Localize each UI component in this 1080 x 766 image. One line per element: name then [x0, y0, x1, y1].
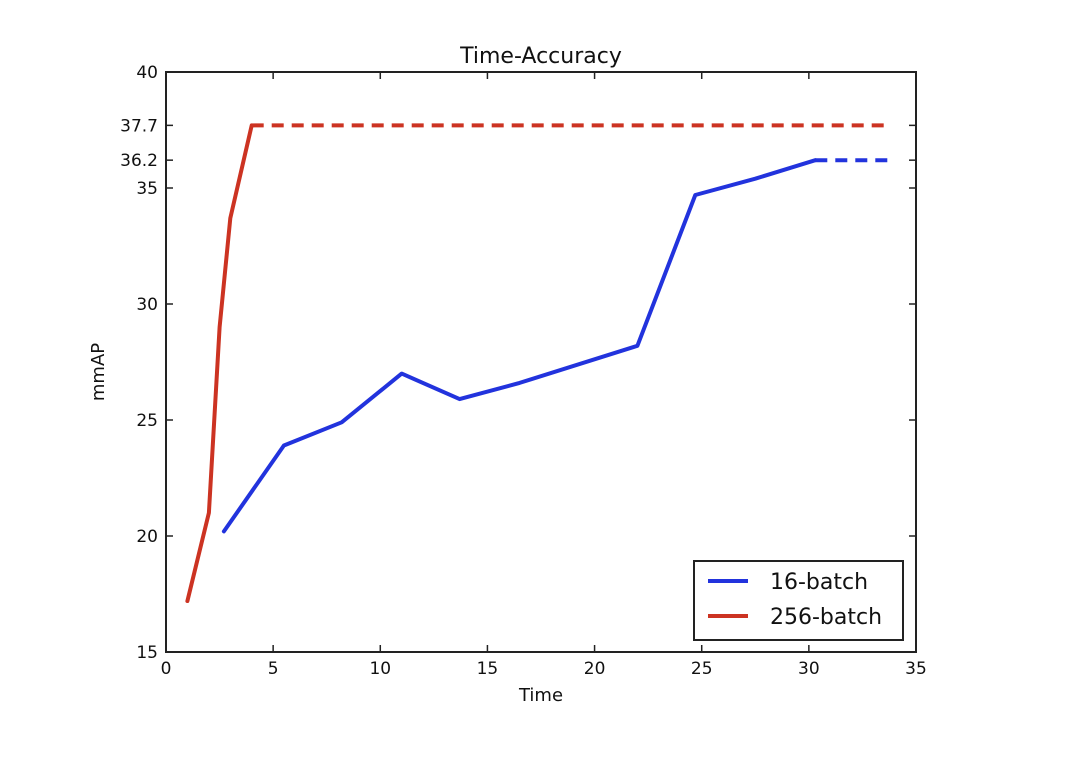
plot-frame — [165, 71, 917, 653]
x-tick-label-15: 15 — [477, 659, 499, 679]
series-line-16-batch — [221, 158, 818, 534]
y-axis-label: mmAP — [88, 343, 109, 401]
legend-label-16-batch: 16-batch — [770, 570, 868, 595]
y-tick-label-35: 35 — [136, 179, 158, 199]
x-axis-label: Time — [518, 685, 563, 706]
legend: 16-batch 256-batch — [693, 560, 904, 641]
axis-ticks: 0 5 10 15 20 25 30 35 15 20 25 30 35 36.2 37.7 40 — [120, 63, 927, 679]
legend-box — [693, 560, 904, 641]
x-tick-label-0: 0 — [161, 659, 172, 679]
chart-title: Time-Accuracy — [459, 44, 622, 69]
x-tick-label-25: 25 — [691, 659, 713, 679]
series-line-256-batch — [185, 123, 254, 603]
x-tick-label-10: 10 — [369, 659, 391, 679]
x-tick-label-30: 30 — [798, 659, 820, 679]
x-tick-label-5: 5 — [268, 659, 279, 679]
plot-area — [185, 123, 889, 603]
y-tick-label-40: 40 — [136, 63, 158, 83]
y-tick-label-20: 20 — [136, 527, 158, 547]
y-tick-label-15: 15 — [136, 643, 158, 663]
y-tick-label-37-7: 37.7 — [120, 116, 158, 136]
y-tick-label-36-2: 36.2 — [120, 151, 158, 171]
y-tick-label-30: 30 — [136, 295, 158, 315]
x-tick-label-20: 20 — [584, 659, 606, 679]
y-tick-label-25: 25 — [136, 411, 158, 431]
x-tick-label-35: 35 — [905, 659, 927, 679]
legend-label-256-batch: 256-batch — [770, 605, 882, 630]
